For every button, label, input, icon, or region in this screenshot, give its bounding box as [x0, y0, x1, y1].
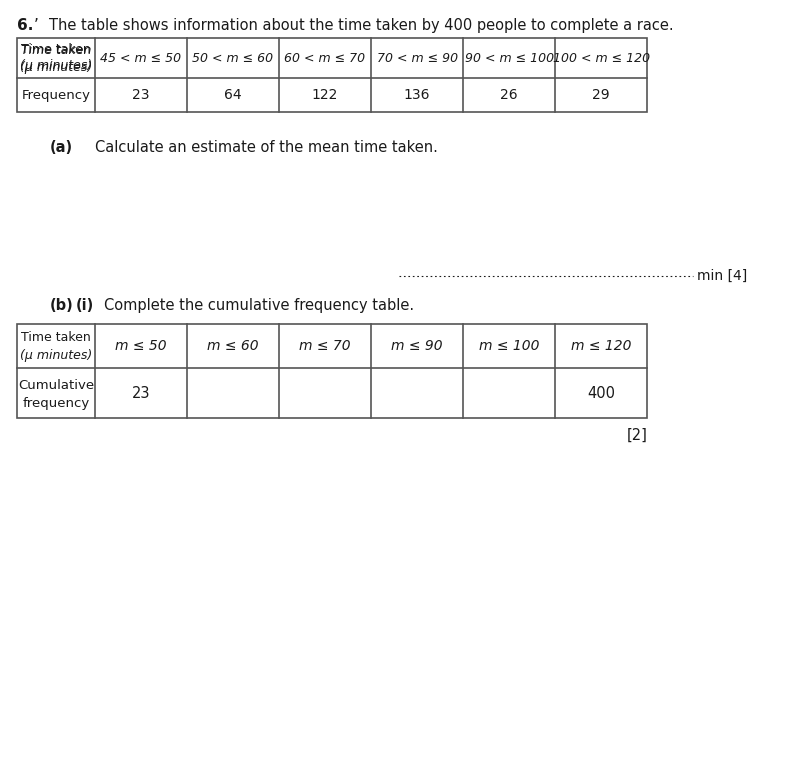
- Text: 23: 23: [132, 385, 151, 401]
- Text: 64: 64: [224, 88, 242, 102]
- Bar: [17, 38, 647, 112]
- Text: 26: 26: [501, 88, 518, 102]
- Text: Time taken: Time taken: [21, 330, 91, 343]
- Text: m ≤ 70: m ≤ 70: [299, 339, 351, 353]
- Text: Frequency: Frequency: [22, 89, 90, 102]
- Text: m ≤ 60: m ≤ 60: [207, 339, 258, 353]
- Bar: [17, 324, 647, 418]
- Text: min [4]: min [4]: [696, 269, 747, 283]
- Text: m ≤ 100: m ≤ 100: [479, 339, 539, 353]
- Text: 60 < m ≤ 70: 60 < m ≤ 70: [284, 51, 365, 64]
- Text: 6.: 6.: [17, 18, 34, 33]
- Text: 23: 23: [132, 88, 150, 102]
- Text: (μ minutes): (μ minutes): [20, 61, 92, 74]
- Text: 45 < m ≤ 50: 45 < m ≤ 50: [101, 51, 181, 64]
- Text: m ≤ 90: m ≤ 90: [391, 339, 443, 353]
- Text: (μ minutes): (μ minutes): [20, 349, 92, 362]
- Text: Calculate an estimate of the mean time taken.: Calculate an estimate of the mean time t…: [95, 140, 438, 155]
- Text: 29: 29: [592, 88, 610, 102]
- Text: 100 < m ≤ 120: 100 < m ≤ 120: [553, 51, 650, 64]
- Text: m ≤ 50: m ≤ 50: [115, 339, 167, 353]
- Text: 400: 400: [587, 385, 615, 401]
- Text: 136: 136: [404, 88, 431, 102]
- Text: 122: 122: [312, 88, 338, 102]
- Text: 70 < m ≤ 90: 70 < m ≤ 90: [377, 51, 458, 64]
- Text: Complete the cumulative frequency table.: Complete the cumulative frequency table.: [105, 298, 415, 313]
- Text: [2]: [2]: [626, 428, 647, 443]
- Text: ’: ’: [34, 18, 39, 33]
- Text: (b): (b): [49, 298, 73, 313]
- Text: Time taken: Time taken: [21, 42, 91, 55]
- Text: (a): (a): [49, 140, 72, 155]
- Text: m ≤ 120: m ≤ 120: [571, 339, 631, 353]
- Text: Time taken
(μ minutes): Time taken (μ minutes): [20, 44, 92, 72]
- Text: Cumulative: Cumulative: [18, 378, 94, 391]
- Text: 90 < m ≤ 100: 90 < m ≤ 100: [464, 51, 554, 64]
- Text: The table shows information about the time taken by 400 people to complete a rac: The table shows information about the ti…: [49, 18, 674, 33]
- Text: frequency: frequency: [23, 397, 89, 410]
- Text: (i): (i): [76, 298, 94, 313]
- Text: 50 < m ≤ 60: 50 < m ≤ 60: [192, 51, 274, 64]
